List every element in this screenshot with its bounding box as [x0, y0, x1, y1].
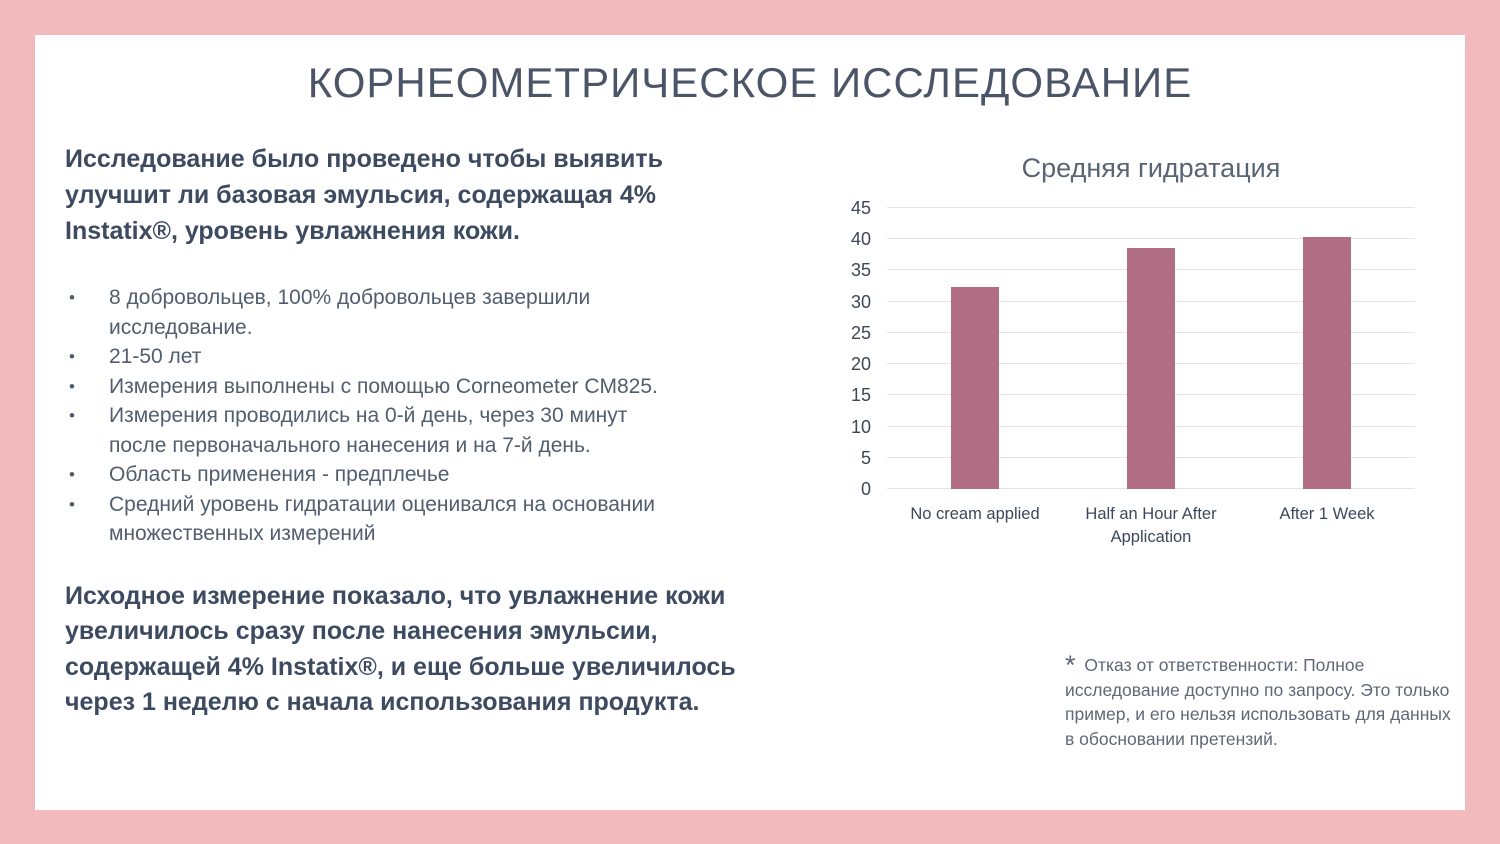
bullet-icon: • [69, 494, 75, 514]
asterisk-mark: * [1065, 650, 1076, 680]
y-axis-tick: 15 [850, 385, 871, 406]
y-axis-tick: 25 [850, 322, 871, 343]
y-axis-tick: 0 [860, 479, 871, 499]
page-title: КОРНЕОМЕТРИЧЕСКОЕ ИССЛЕДОВАНИЕ [307, 59, 1193, 106]
bar-3 [1303, 236, 1351, 489]
hydration-bar-chart: Средняя гидратация 0 5 10 15 20 25 30 35 40 45 No… [835, 145, 1415, 549]
x-axis-label: After 1 Week [1279, 505, 1375, 523]
list-item: • Область применения - предплечье [65, 460, 685, 490]
bullet-text: Измерения проводились на 0-й день, через… [109, 404, 628, 457]
list-item: • Средний уровень гидратации оценивался … [65, 490, 685, 549]
gridline [887, 238, 1415, 240]
y-axis-tick: 5 [860, 447, 871, 468]
gridline [887, 207, 1415, 208]
y-axis-tick: 35 [850, 260, 871, 281]
y-axis-tick: 20 [850, 354, 871, 375]
x-axis-labels: No cream applied Half an Hour After Appli… [887, 503, 1415, 549]
slide-canvas: КОРНЕОМЕТРИЧЕСКОЕ ИССЛЕДОВАНИЕ Исследова… [35, 35, 1465, 810]
y-axis-tick: 45 [850, 198, 871, 218]
bullet-text: Измерения выполнены с помощью Corneomete… [109, 374, 658, 398]
bullet-icon: • [69, 376, 75, 396]
list-item: • Измерения проводились на 0-й день, чер… [65, 401, 685, 460]
bar-2 [1127, 247, 1175, 489]
bullet-icon: • [69, 406, 75, 425]
bullet-list: • 8 добровольцев, 100% добровольцев заве… [65, 283, 685, 549]
bullet-icon: • [69, 465, 75, 484]
bullet-text: 8 добровольцев, 100% добровольцев заверш… [109, 286, 591, 339]
bullet-icon: • [69, 347, 75, 366]
disclaimer-text: Отказ от ответственности: Полное исследо… [1065, 655, 1451, 749]
y-axis-tick: 40 [850, 229, 871, 250]
list-item: • Измерения выполнены с помощью Corneome… [65, 372, 685, 402]
conclusion-paragraph: Исходное измерение показало, что увлажне… [65, 581, 736, 717]
y-axis-tick: 10 [850, 416, 871, 437]
disclaimer-note: * Отказ от ответственности: Полное иссле… [1065, 650, 1455, 751]
y-axis-tick: 30 [850, 291, 871, 312]
bullet-text: Область применения - предплечье [109, 463, 450, 486]
x-axis-label: Half an Hour After Application [1085, 505, 1217, 546]
x-axis-label: No cream applied [910, 505, 1040, 523]
chart-plot: 0 5 10 15 20 25 30 35 40 45 [851, 199, 1415, 498]
list-item: • 8 добровольцев, 100% добровольцев заве… [65, 283, 685, 342]
bullet-text: Средний уровень гидратации оценивался на… [109, 492, 655, 546]
intro-paragraph: Исследование было проведено чтобы выявит… [65, 145, 663, 245]
bar-1 [951, 286, 999, 489]
list-item: • 21-50 лет [65, 342, 685, 372]
chart-title: Средняя гидратация [1021, 153, 1281, 183]
bullet-text: 21-50 лет [109, 345, 202, 368]
bullet-icon: • [69, 288, 75, 307]
text-column: Исследование было проведено чтобы выявит… [65, 141, 755, 721]
